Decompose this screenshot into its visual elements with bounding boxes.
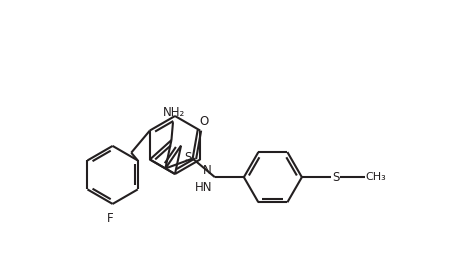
Text: N: N (203, 165, 212, 178)
Text: NH₂: NH₂ (163, 106, 185, 119)
Text: F: F (107, 212, 114, 225)
Text: CH₃: CH₃ (366, 172, 387, 182)
Text: S: S (184, 151, 191, 164)
Text: HN: HN (195, 181, 213, 194)
Text: O: O (200, 115, 209, 128)
Text: S: S (332, 171, 339, 184)
